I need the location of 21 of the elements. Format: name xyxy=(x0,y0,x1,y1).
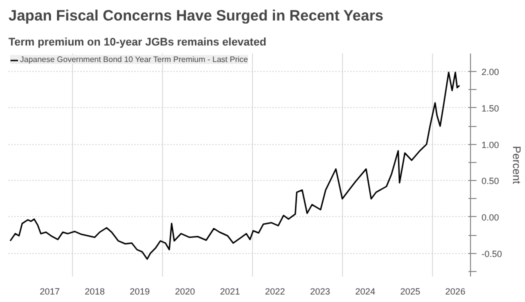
x-tick-label: 2020 xyxy=(174,286,195,296)
chart-subtitle: Term premium on 10-year JGBs remains elevated xyxy=(8,36,266,48)
y-tick-label: 0.00 xyxy=(482,212,500,222)
x-tick-label: 2022 xyxy=(265,286,286,296)
x-tick-label: 2017 xyxy=(40,286,60,296)
x-tick-label: 2023 xyxy=(310,286,330,296)
legend-label: Japanese Government Bond 10 Year Term Premium - Last Price xyxy=(20,55,248,64)
y-tick-label: 0.50 xyxy=(482,176,500,186)
x-tick-label: 2018 xyxy=(84,286,105,296)
y-tick-label: -0.50 xyxy=(482,248,502,259)
x-tick-label: 2021 xyxy=(220,286,240,296)
y-tick-label: 1.50 xyxy=(482,103,500,114)
x-tick-label: 2024 xyxy=(355,286,376,296)
y-tick-label: 2.00 xyxy=(482,67,500,78)
line-series xyxy=(10,72,460,260)
x-tick-label: 2019 xyxy=(130,286,150,296)
y-axis-title: Percent xyxy=(510,146,522,184)
chart-title: Japan Fiscal Concerns Have Surged in Recent Years xyxy=(8,8,384,24)
x-tick-label: 2026 xyxy=(445,286,466,296)
x-tick-label: 2025 xyxy=(400,286,420,296)
y-tick-label: 1.00 xyxy=(482,140,500,150)
